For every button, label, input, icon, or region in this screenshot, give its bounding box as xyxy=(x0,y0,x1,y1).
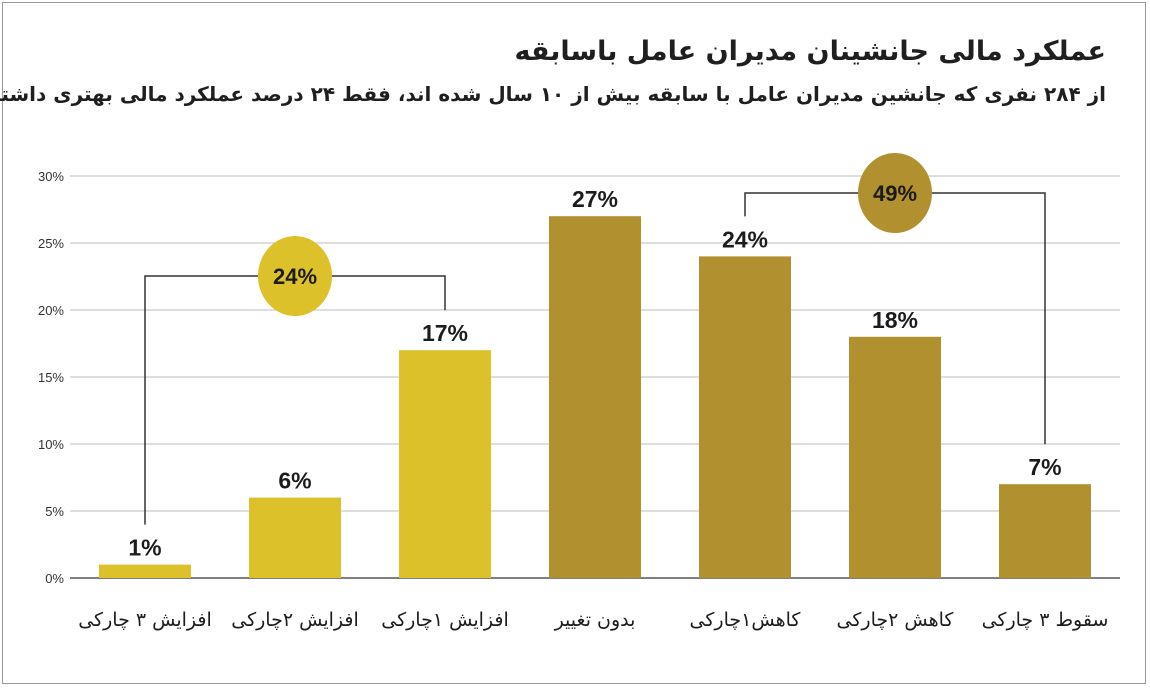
bar xyxy=(99,564,191,578)
category-label: سقوط ۳ چارکی xyxy=(982,609,1109,631)
bar xyxy=(549,216,641,578)
data-label: 1% xyxy=(128,535,161,561)
y-tick-label: 20% xyxy=(38,303,64,318)
group-total-label: 24% xyxy=(273,264,317,289)
data-label: 17% xyxy=(422,320,468,346)
data-label: 6% xyxy=(278,468,311,494)
category-label: افزایش ۲چارکی xyxy=(231,609,359,631)
bar xyxy=(699,256,791,578)
category-label: کاهش ۲چارکی xyxy=(837,609,955,631)
data-label: 7% xyxy=(1028,454,1061,480)
data-label: 18% xyxy=(872,307,918,333)
data-label: 24% xyxy=(722,226,768,252)
y-tick-label: 5% xyxy=(45,504,64,519)
group-total-label: 49% xyxy=(873,181,917,206)
bar xyxy=(849,336,941,578)
group-total-circle xyxy=(858,153,932,233)
y-tick-label: 0% xyxy=(45,571,64,586)
y-tick-label: 10% xyxy=(38,437,64,452)
category-label: افزایش ۱چارکی xyxy=(381,609,509,631)
chart-subtitle: از ۲۸۴ نفری که جانشین مدیران عامل با ساب… xyxy=(0,82,1106,106)
category-label: افزایش ۳ چارکی xyxy=(78,609,212,631)
y-tick-label: 15% xyxy=(38,370,64,385)
bar xyxy=(999,484,1091,578)
category-label: کاهش۱چارکی xyxy=(690,609,802,631)
bar xyxy=(399,350,491,578)
data-label: 27% xyxy=(572,186,618,212)
group-total-circle xyxy=(258,236,332,316)
bar xyxy=(249,497,341,578)
y-tick-label: 25% xyxy=(38,236,64,251)
category-label: بدون تغییر xyxy=(554,609,636,631)
chart-title: عملکرد مالی جانشینان مدیران عامل باسابقه xyxy=(514,36,1106,67)
y-tick-label: 30% xyxy=(38,169,64,184)
